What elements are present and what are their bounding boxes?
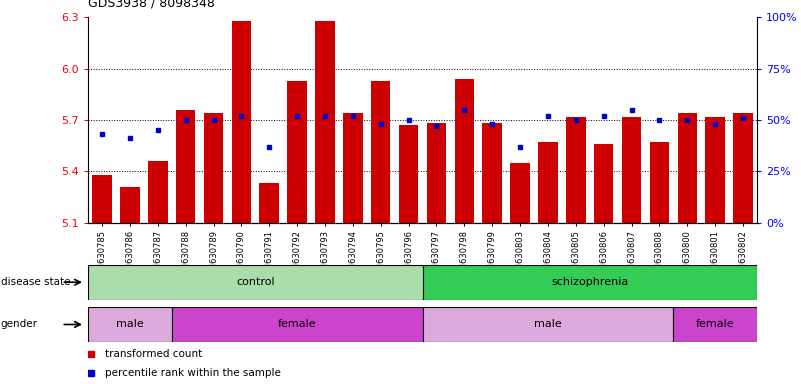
Text: gender: gender	[1, 319, 38, 329]
Bar	[316, 21, 335, 223]
Bar	[288, 81, 307, 223]
Bar	[510, 163, 529, 223]
Text: percentile rank within the sample: percentile rank within the sample	[105, 368, 280, 378]
Text: female: female	[278, 319, 316, 329]
Text: disease state: disease state	[1, 277, 70, 287]
Text: male: male	[534, 319, 562, 329]
Bar	[88, 307, 171, 342]
Bar	[566, 117, 586, 223]
Bar	[482, 123, 502, 223]
Bar	[399, 125, 418, 223]
Bar	[678, 113, 697, 223]
Bar	[176, 110, 195, 223]
Bar	[538, 142, 557, 223]
Bar	[148, 161, 167, 223]
Bar	[423, 265, 757, 300]
Text: transformed count: transformed count	[105, 349, 202, 359]
Bar	[120, 187, 139, 223]
Bar	[88, 265, 423, 300]
Text: GDS3938 / 8098348: GDS3938 / 8098348	[88, 0, 215, 9]
Text: male: male	[116, 319, 144, 329]
Bar	[622, 117, 642, 223]
Bar	[706, 117, 725, 223]
Bar	[427, 123, 446, 223]
Bar	[423, 307, 674, 342]
Bar	[92, 175, 112, 223]
Bar	[650, 142, 669, 223]
Bar	[343, 113, 363, 223]
Bar	[231, 21, 252, 223]
Bar	[674, 307, 757, 342]
Text: female: female	[696, 319, 735, 329]
Bar	[203, 113, 223, 223]
Bar	[260, 183, 279, 223]
Bar	[171, 307, 422, 342]
Text: schizophrenia: schizophrenia	[551, 277, 628, 287]
Bar	[594, 144, 614, 223]
Bar	[455, 79, 474, 223]
Text: control: control	[236, 277, 275, 287]
Bar	[733, 113, 753, 223]
Bar	[371, 81, 390, 223]
